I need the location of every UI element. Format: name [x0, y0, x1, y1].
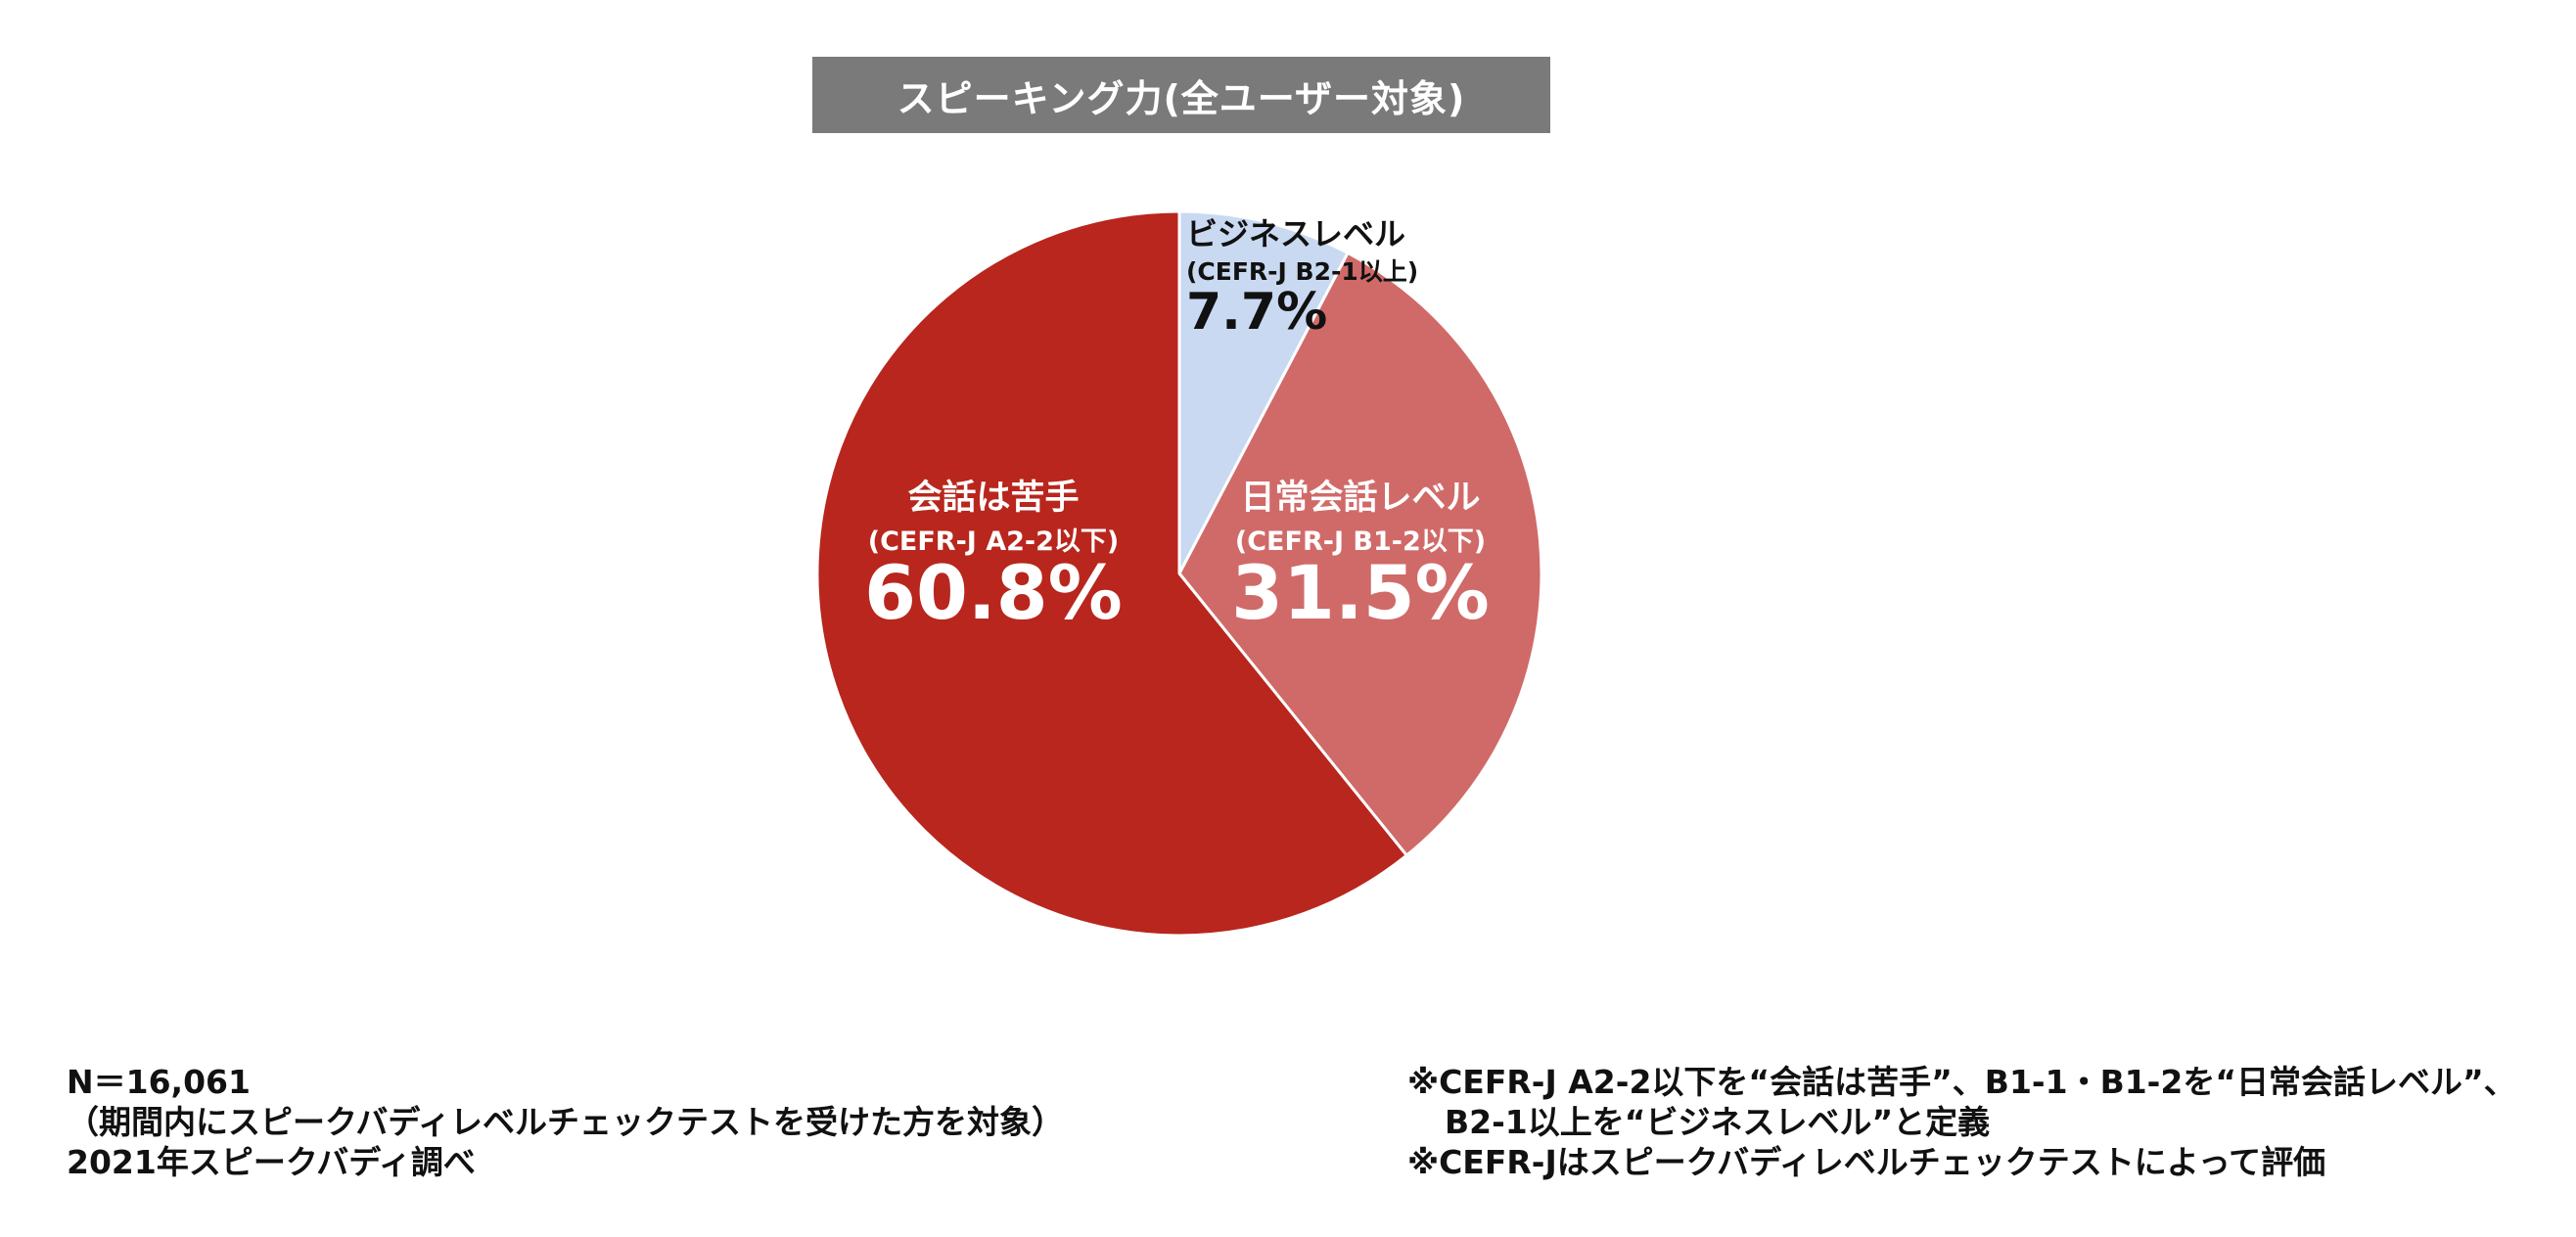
- slice-name-label: 日常会話レベル: [1240, 479, 1480, 518]
- pie-slice: [1177, 251, 1543, 858]
- evaluation-note: ※CEFR-Jはスピークバディレベルチェックテストによって評価: [1407, 1143, 2326, 1181]
- chart-title-box: スピーキング力(全ユーザー対象): [812, 57, 1550, 133]
- slice-value-label: 31.5%: [1231, 549, 1490, 636]
- survey-source-note: 2021年スピークバディ調べ: [67, 1143, 476, 1181]
- chart-title: スピーキング力(全ユーザー対象): [897, 76, 1466, 120]
- pie-slice: [815, 209, 1409, 938]
- slice-value-label: 60.8%: [864, 549, 1123, 636]
- definition-note-line1: ※CEFR-J A2-2以下を“会話は苦手”、B1-1・B1-2を“日常会話レベ…: [1407, 1063, 2516, 1101]
- definition-note-line2: B2-1以上を“ビジネスレベル”と定義: [1445, 1103, 1991, 1141]
- slice-name-label: 会話は苦手: [907, 479, 1079, 518]
- sample-description-note: （期間内にスピークバディレベルチェックテストを受けた方を対象）: [67, 1103, 1065, 1141]
- footer-notes-left: N＝16,061 （期間内にスピークバディレベルチェックテストを受けた方を対象）…: [67, 1062, 1064, 1182]
- slice-value-label: 7.7%: [1186, 283, 1327, 342]
- sample-size-note: N＝16,061: [67, 1063, 251, 1101]
- pie-slice: [1177, 209, 1351, 574]
- slice-sub-label: (CEFR-J B2-1以上): [1186, 257, 1418, 286]
- footer-notes-right: ※CEFR-J A2-2以下を“会話は苦手”、B1-1・B1-2を“日常会話レベ…: [1407, 1062, 2516, 1182]
- slice-sub-label: (CEFR-J A2-2以下): [868, 527, 1120, 557]
- slice-name-label: ビジネスレベル: [1186, 215, 1405, 252]
- slice-sub-label: (CEFR-J B1-2以下): [1235, 527, 1486, 557]
